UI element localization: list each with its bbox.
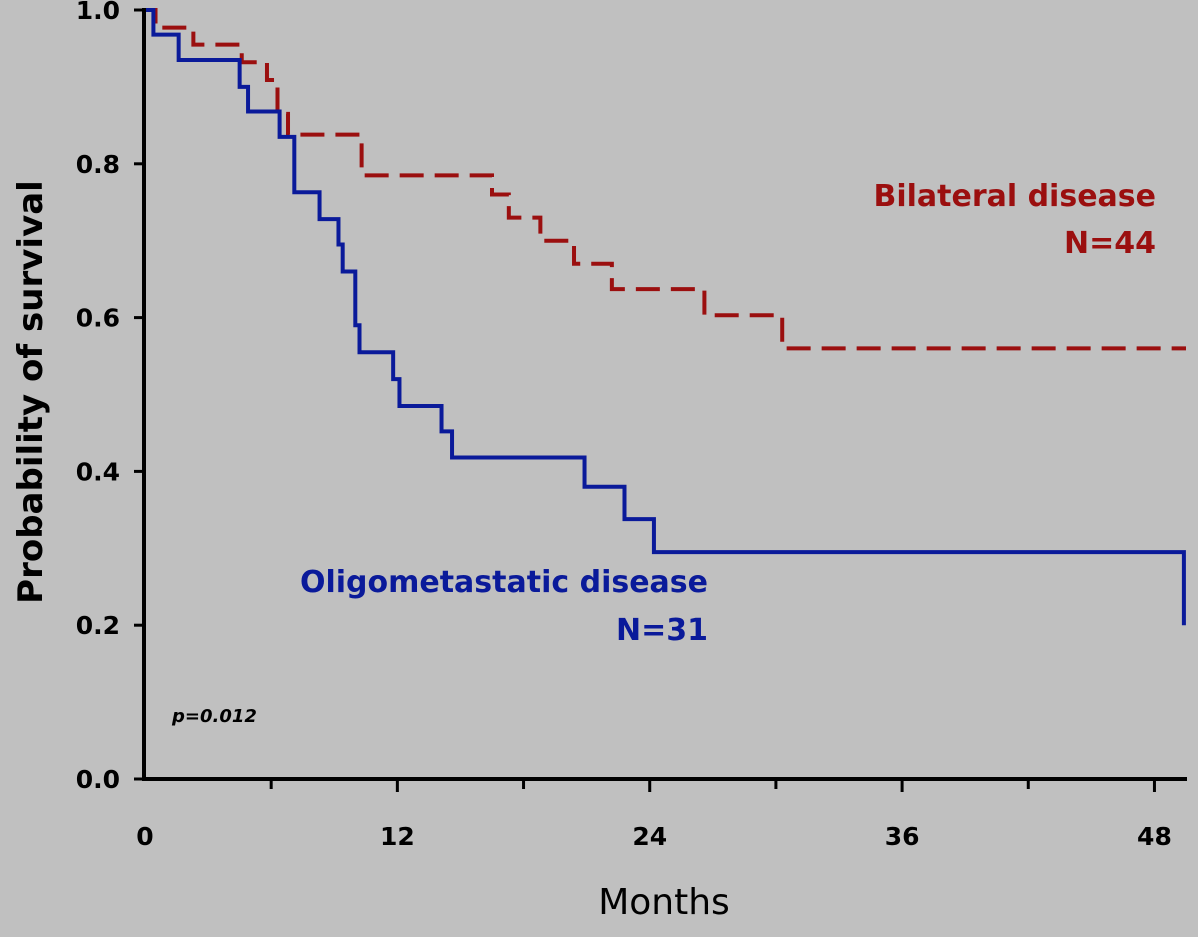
x-tick-label: 12	[380, 822, 415, 851]
bilateral-series-label: Bilateral disease	[873, 179, 1156, 214]
y-tick-label: 0.2	[76, 611, 120, 640]
axes-layer	[142, 8, 1187, 781]
x-tick-label: 36	[885, 822, 920, 851]
p-value-annotation: p=0.012	[171, 706, 257, 727]
y-tick-label: 0.8	[76, 150, 120, 179]
y-axis-title: Probability of survival	[11, 180, 51, 604]
oligometastatic-survival-curve	[145, 8, 1186, 626]
y-tick-label: 1.0	[76, 0, 120, 25]
x-axis-title: Months	[598, 882, 730, 923]
x-tick-label: 24	[632, 822, 667, 851]
oligometastatic-n-label: N=31	[616, 613, 708, 648]
bilateral-n-label: N=44	[1064, 226, 1156, 261]
oligometastatic-series-label: Oligometastatic disease	[300, 565, 708, 600]
y-tick-label: 0.0	[76, 765, 120, 794]
ticks-layer: 0.0 0.2 0.4 0.6 0.8 1.0 0 12 24 36 48	[76, 0, 1172, 851]
x-tick-label: 48	[1137, 822, 1172, 851]
y-tick-label: 0.4	[76, 457, 120, 486]
x-tick-label: 0	[136, 822, 153, 851]
y-tick-label: 0.6	[76, 304, 120, 333]
bilateral-survival-curve	[145, 8, 1186, 351]
curves-layer	[145, 8, 1186, 626]
